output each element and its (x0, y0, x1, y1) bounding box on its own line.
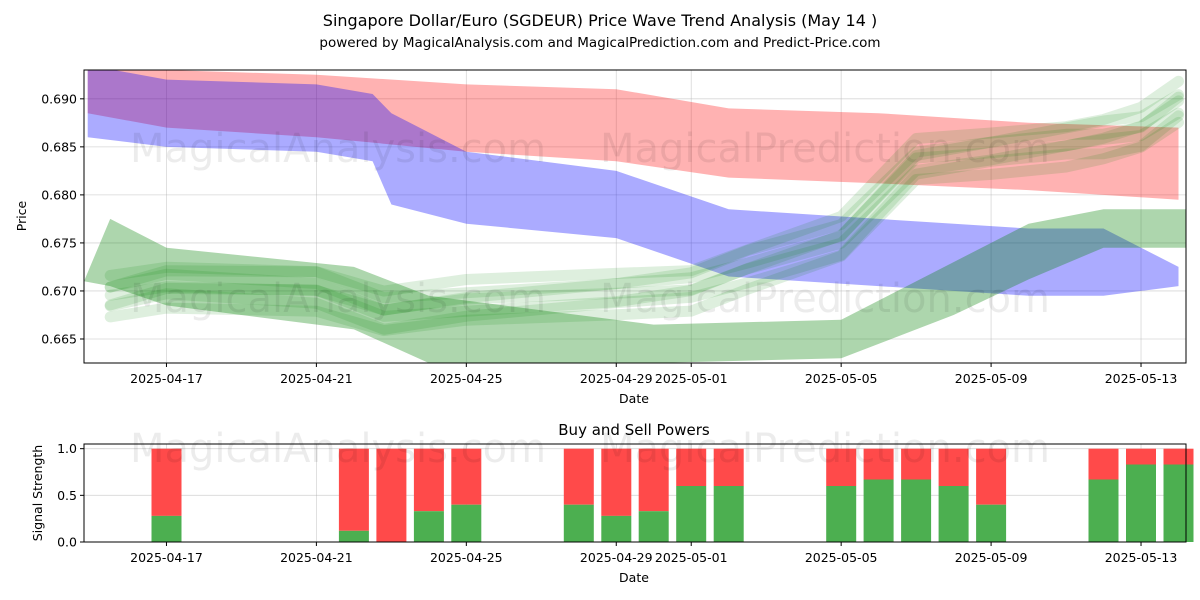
price-y-tick-label: 0.680 (41, 187, 77, 202)
sell-bar (676, 448, 707, 486)
signal-x-tick-label: 2025-04-29 (580, 550, 653, 565)
sell-bar (376, 448, 407, 542)
buy-bar (638, 511, 669, 542)
sell-bar (1163, 448, 1194, 465)
sell-bar (713, 448, 744, 486)
price-x-tick-label: 2025-05-13 (1105, 371, 1178, 386)
buy-bar (713, 486, 744, 542)
price-x-tick-label: 2025-05-09 (955, 371, 1028, 386)
green-wave-line (104, 110, 1184, 335)
price-y-tick-label: 0.665 (41, 331, 77, 346)
signal-x-tick-label: 2025-04-17 (130, 550, 203, 565)
price-wave-lines (104, 75, 1184, 337)
price-y-tick-label: 0.685 (41, 139, 77, 154)
price-x-tick-label: 2025-05-01 (655, 371, 728, 386)
price-x-tick-label: 2025-04-17 (130, 371, 203, 386)
watermark-prediction: MagicalPrediction.com (600, 126, 1050, 172)
chart-title: Singapore Dollar/Euro (SGDEUR) Price Wav… (323, 11, 877, 30)
price-x-label: Date (619, 391, 649, 406)
price-plot-frame (83, 69, 1187, 364)
buy-bar (938, 486, 969, 542)
green-wave-line (104, 116, 1184, 337)
watermark-prediction-2: MagicalPrediction.com (600, 276, 1050, 322)
buy-bar (413, 511, 444, 542)
signal-y-ticks: 0.0 0.5 1.0 (57, 441, 84, 550)
signal-x-tick-label: 2025-05-05 (805, 550, 878, 565)
buy-bar (451, 504, 482, 542)
price-x-tick-label: 2025-04-25 (430, 371, 503, 386)
price-bands (84, 70, 1186, 363)
signal-plot-frame (83, 443, 1187, 543)
sell-bar (151, 448, 182, 516)
sell-bar (1126, 448, 1156, 465)
price-y-ticks: 0.665 0.670 0.675 0.680 0.685 0.690 (41, 91, 84, 346)
blue-band (87, 70, 1179, 296)
sell-bar (638, 448, 669, 512)
signal-y-label: Signal Strength (30, 445, 45, 541)
buy-bar (601, 515, 632, 542)
signal-x-tick-label: 2025-04-21 (280, 550, 353, 565)
sell-bar (338, 448, 369, 531)
red-band (87, 70, 1179, 200)
sell-bar (976, 448, 1007, 505)
green-wave-line (104, 107, 1184, 322)
buy-bar (826, 486, 857, 542)
green-wave-line (104, 89, 1184, 304)
buy-bar (1088, 479, 1119, 542)
signal-x-tick-label: 2025-05-09 (955, 550, 1028, 565)
buy-bar (563, 504, 594, 542)
price-y-label: Price (14, 200, 29, 231)
price-y-tick-label: 0.675 (41, 235, 77, 250)
signal-x-tick-label: 2025-05-13 (1105, 550, 1178, 565)
green-wave-line (104, 75, 1184, 297)
green-wave-line (104, 95, 1184, 316)
buy-bar (1126, 464, 1156, 542)
signal-x-ticks: 2025-04-17 2025-04-21 2025-04-25 2025-04-29… (130, 542, 1177, 565)
buy-bar (338, 530, 369, 542)
buy-bar (151, 515, 182, 542)
price-x-tick-label: 2025-04-29 (580, 371, 653, 386)
price-x-tick-label: 2025-04-21 (280, 371, 353, 386)
green-band-low (84, 209, 1186, 363)
sell-bar (863, 448, 894, 480)
price-y-tick-label: 0.670 (41, 283, 77, 298)
buy-bar (676, 486, 707, 542)
signal-y-tick-label: 1.0 (57, 441, 77, 456)
sell-bar (563, 448, 594, 505)
sell-bar (826, 448, 857, 486)
price-y-tick-label: 0.690 (41, 91, 77, 106)
sell-bar (451, 448, 482, 505)
watermark-analysis-2: MagicalAnalysis.com (130, 276, 546, 322)
signal-watermark-prediction: MagicalPrediction.com (600, 426, 1050, 472)
sell-bar (901, 448, 932, 480)
signal-y-tick-label: 0.5 (57, 488, 77, 503)
buy-bar (863, 479, 894, 542)
signal-watermark-analysis: MagicalAnalysis.com (130, 426, 546, 472)
signal-title: Buy and Sell Powers (558, 421, 710, 439)
sell-bar (1088, 448, 1119, 480)
price-grid (84, 70, 1186, 363)
green-wave-line (104, 91, 1184, 316)
signal-x-tick-label: 2025-04-25 (430, 550, 503, 565)
signal-x-tick-label: 2025-05-01 (655, 550, 728, 565)
watermark-analysis: MagicalAnalysis.com (130, 126, 546, 172)
buy-bar (976, 504, 1007, 542)
price-panel: MagicalAnalysis.com MagicalPrediction.co… (14, 69, 1187, 406)
signal-x-label: Date (619, 570, 649, 585)
signal-y-tick-label: 0.0 (57, 535, 77, 550)
sell-bar (601, 448, 632, 516)
sell-bar (413, 448, 444, 512)
buy-bar (901, 479, 932, 542)
price-x-ticks: 2025-04-17 2025-04-21 2025-04-25 2025-04-29… (130, 363, 1177, 386)
price-x-tick-label: 2025-05-05 (805, 371, 878, 386)
signal-bars (151, 448, 1194, 542)
sell-bar (938, 448, 969, 486)
signal-panel: Buy and Sell Powers MagicalAnalysis.com … (30, 421, 1194, 585)
chart-subtitle: powered by MagicalAnalysis.com and Magic… (319, 35, 880, 51)
buy-bar (1163, 464, 1194, 542)
